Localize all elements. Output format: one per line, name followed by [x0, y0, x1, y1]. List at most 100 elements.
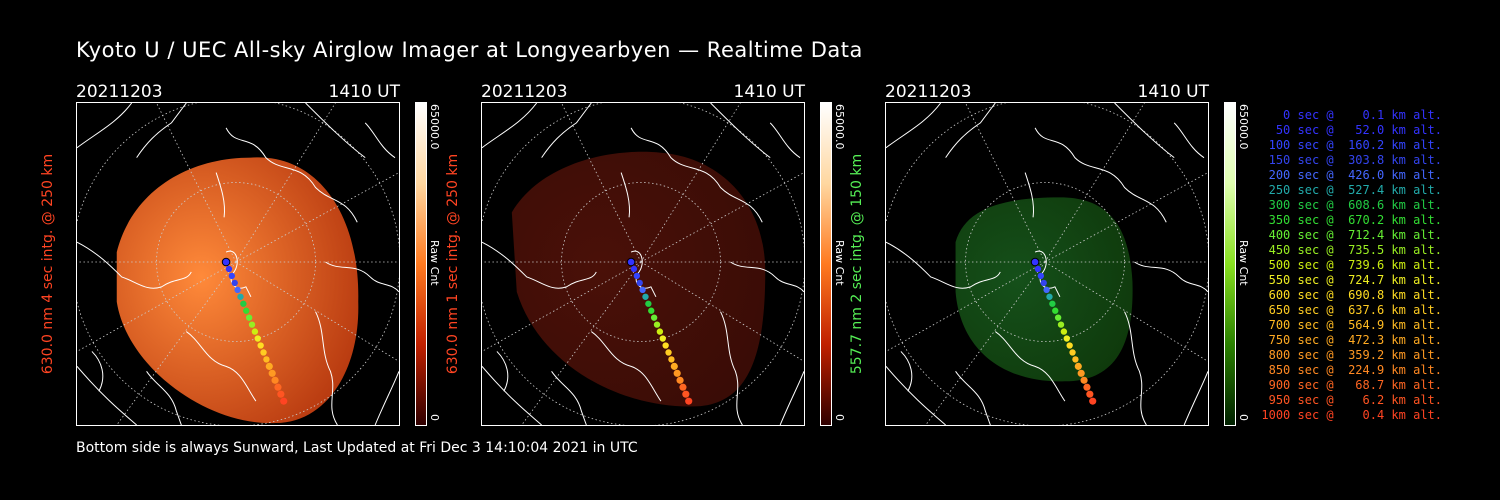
trajectory-point: [1034, 265, 1042, 273]
colorbar: [1224, 102, 1236, 426]
trajectory-point: [653, 321, 661, 328]
allsky-image: [885, 102, 1209, 426]
trajectory-point: [274, 383, 282, 391]
trajectory-point: [1049, 300, 1056, 307]
trajectory-point: [636, 279, 643, 287]
trajectory-point: [243, 307, 250, 314]
trajectory-point: [257, 342, 264, 349]
trajectory-point: [656, 328, 664, 335]
trajectory-point: [1072, 356, 1079, 363]
legend-entry: 250 sec @ 527.4 km alt.: [1261, 183, 1442, 197]
page-title: Kyoto U / UEC All-sky Airglow Imager at …: [76, 38, 863, 62]
trajectory-point: [263, 356, 270, 363]
trajectory-point: [1074, 362, 1082, 370]
trajectory-point: [1077, 369, 1085, 377]
trajectory-point: [682, 390, 690, 398]
legend-entry: 550 sec @ 724.7 km alt.: [1261, 273, 1442, 287]
legend-entry: 0 sec @ 0.1 km alt.: [1261, 108, 1442, 122]
trajectory-point: [225, 265, 233, 273]
trajectory-point: [268, 369, 276, 377]
panel-date: 20211203: [481, 82, 568, 102]
legend-entry: 800 sec @ 359.2 km alt.: [1261, 348, 1442, 362]
trajectory-point: [1054, 314, 1062, 321]
trajectory-point: [673, 369, 681, 377]
trajectory-point: [271, 376, 279, 384]
trajectory-point: [1086, 390, 1094, 398]
trajectory-point: [1057, 321, 1065, 328]
footer-status: Bottom side is always Sunward, Last Upda…: [76, 440, 638, 456]
trajectory-point: [626, 257, 636, 267]
trajectory-point: [645, 300, 652, 307]
trajectory-point: [679, 383, 687, 391]
panel-time: 1410 UT: [328, 82, 401, 102]
trajectory-point: [668, 356, 675, 363]
trajectory-point: [231, 279, 238, 287]
trajectory-point: [265, 362, 273, 370]
legend-entry: 500 sec @ 739.6 km alt.: [1261, 258, 1442, 272]
trajectory-point: [1052, 307, 1059, 314]
colorbar: [415, 102, 427, 426]
legend-entry: 750 sec @ 472.3 km alt.: [1261, 333, 1442, 347]
trajectory-point: [1063, 335, 1070, 342]
legend-entry: 600 sec @ 690.8 km alt.: [1261, 288, 1442, 302]
legend-entry: 100 sec @ 160.2 km alt.: [1261, 138, 1442, 152]
trajectory-point: [642, 293, 649, 300]
trajectory-point: [630, 265, 638, 273]
legend-entry: 700 sec @ 564.9 km alt.: [1261, 318, 1442, 332]
legend-entry: 1000 sec @ 0.4 km alt.: [1261, 408, 1442, 422]
legend-entry: 450 sec @ 735.5 km alt.: [1261, 243, 1442, 257]
trajectory-point: [650, 314, 658, 321]
legend-entry: 300 sec @ 608.6 km alt.: [1261, 198, 1442, 212]
legend-entry: 850 sec @ 224.9 km alt.: [1261, 363, 1442, 377]
trajectory-point: [237, 293, 244, 300]
legend-entry: 950 sec @ 6.2 km alt.: [1261, 393, 1442, 407]
trajectory-point: [280, 397, 288, 405]
allsky-image: [76, 102, 400, 426]
trajectory-point: [254, 335, 261, 342]
colorbar-unit-label-text: Raw Cnt: [1237, 240, 1250, 286]
trajectory-point: [240, 300, 247, 307]
trajectory-point: [1083, 383, 1091, 391]
trajectory-point: [633, 272, 641, 280]
trajectory-point: [1066, 342, 1073, 349]
panel-time: 1410 UT: [733, 82, 806, 102]
legend-entry: 200 sec @ 426.0 km alt.: [1261, 168, 1442, 182]
trajectory-point: [1046, 293, 1053, 300]
colorbar-max-label-text: 65000.0: [428, 104, 441, 150]
trajectory-point: [659, 335, 666, 342]
trajectory-point: [685, 397, 693, 405]
trajectory-point: [1037, 272, 1045, 280]
trajectory-point: [1043, 286, 1050, 294]
trajectory-point: [1069, 349, 1076, 356]
colorbar-min-label-text: 0: [428, 414, 441, 421]
trajectory-point: [665, 349, 672, 356]
legend-entry: 50 sec @ 52.0 km alt.: [1261, 123, 1442, 137]
wavelength-text: 630.0 nm 4 sec intg. @ 250 km: [40, 153, 56, 375]
trajectory-point: [260, 349, 267, 356]
trajectory-point: [1080, 376, 1088, 384]
trajectory-point: [228, 272, 236, 280]
panel-date: 20211203: [885, 82, 972, 102]
wavelength-text: 557.7 nm 2 sec intg. @ 150 km: [849, 153, 865, 375]
trajectory-point: [676, 376, 684, 384]
panel-630nm-4sec: 20211203 1410 UT 630.0 nm 4 sec intg. @ 25…: [40, 80, 478, 430]
trajectory-point: [648, 307, 655, 314]
trajectory-point: [662, 342, 669, 349]
colorbar-unit-label-text: Raw Cnt: [428, 240, 441, 286]
wavelength-text: 630.0 nm 1 sec intg. @ 250 km: [445, 153, 461, 375]
colorbar-min-label-text: 0: [1237, 414, 1250, 421]
legend-entry: 400 sec @ 712.4 km alt.: [1261, 228, 1442, 242]
panel-630nm-1sec: 20211203 1410 UT 630.0 nm 1 sec intg. @ 25…: [445, 80, 883, 430]
legend-entry: 150 sec @ 303.8 km alt.: [1261, 153, 1442, 167]
panel-wavelength-label: 557.7 nm 2 sec intg. @ 150 km: [845, 102, 869, 426]
panel-wavelength-label: 630.0 nm 4 sec intg. @ 250 km: [36, 102, 60, 426]
trajectory-point: [639, 286, 646, 294]
allsky-image: [481, 102, 805, 426]
panel-wavelength-label: 630.0 nm 1 sec intg. @ 250 km: [441, 102, 465, 426]
colorbar-max-label-text: 65000.0: [1237, 104, 1250, 150]
trajectory-point: [277, 390, 285, 398]
trajectory-point: [251, 328, 259, 335]
legend-entry: 650 sec @ 637.6 km alt.: [1261, 303, 1442, 317]
trajectory-point: [234, 286, 241, 294]
panel-date: 20211203: [76, 82, 163, 102]
